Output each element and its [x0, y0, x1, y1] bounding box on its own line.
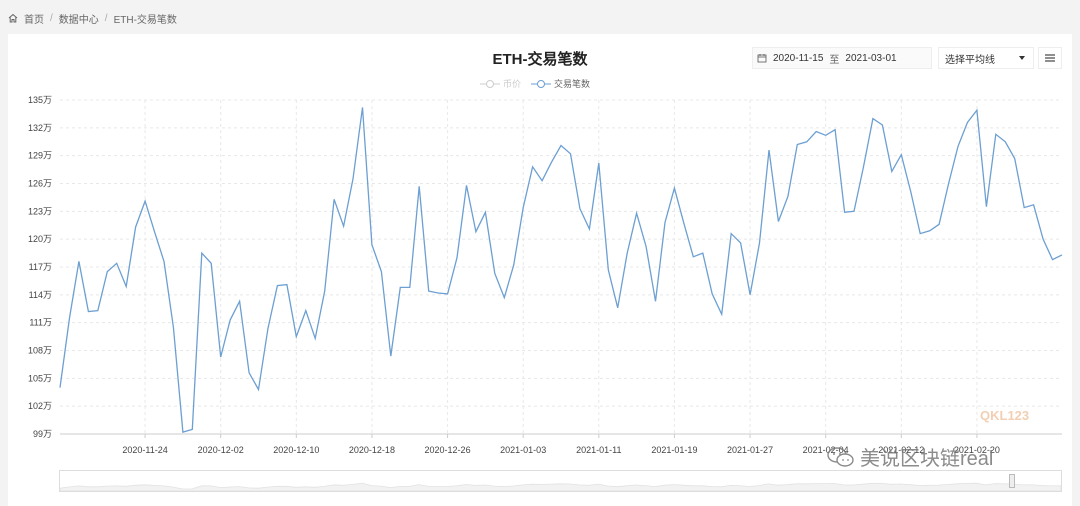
- chart-card: [8, 34, 1072, 506]
- x-tick-label: 2020-12-02: [198, 445, 244, 455]
- series-line-tx-count: [59, 107, 1063, 433]
- legend-label-price: 币价: [503, 79, 522, 89]
- breadcrumb: 首页 / 数据中心 / ETH-交易笔数: [8, 10, 177, 26]
- x-tick-label: 2020-12-26: [425, 445, 471, 455]
- x-tick-label: 2021-02-04: [803, 445, 849, 455]
- data-zoom-handle[interactable]: [1009, 474, 1015, 488]
- breadcrumb-data-center-link[interactable]: 数据中心: [58, 14, 99, 26]
- x-tick-label: 2021-02-12: [878, 445, 924, 455]
- x-tick-label: 2020-12-10: [273, 445, 319, 455]
- x-tick-label: 2021-01-19: [651, 445, 697, 455]
- y-tick-label: 117万: [29, 262, 52, 272]
- breadcrumb-separator: /: [104, 12, 108, 24]
- x-tick-label: 2020-11-24: [122, 445, 167, 455]
- qkl-logo-watermark: QKL123: [980, 408, 1030, 423]
- chart-menu-button[interactable]: [1038, 47, 1062, 69]
- y-tick-label: 114万: [29, 290, 52, 300]
- breadcrumb-current: ETH-交易笔数: [113, 14, 177, 26]
- home-icon: [8, 13, 18, 23]
- y-tick-label: 105万: [28, 373, 52, 383]
- y-tick-label: 135万: [28, 95, 52, 105]
- wechat-watermark-text: 美说区块链real: [860, 448, 994, 470]
- legend-item-tx-count[interactable]: 交易笔数: [531, 77, 590, 90]
- legend-line-icon: [480, 79, 500, 88]
- moving-average-select[interactable]: 选择平均线: [938, 47, 1034, 69]
- y-axis: 99万 102万 105万 108万 111万 114万 117万 120万 123万 126万 1…: [28, 95, 52, 439]
- breadcrumb-home-link[interactable]: 首页: [24, 14, 44, 26]
- x-tick-label: 2021-01-11: [576, 445, 621, 455]
- end-date-input[interactable]: 2021-03-01: [845, 52, 897, 64]
- wechat-watermark: 美说区块链real: [826, 442, 993, 471]
- y-tick-label: 120万: [28, 234, 52, 244]
- series-layer: [59, 107, 1063, 433]
- date-range-picker[interactable]: 2020-11-15 至 2021-03-01: [752, 47, 932, 69]
- data-zoom-preview: [59, 482, 1062, 492]
- calendar-icon: [757, 54, 767, 63]
- x-axis: 2020-11-24 2020-12-02 2020-12-10 2020-12-18…: [60, 433, 1062, 455]
- x-tick-label: 2021-01-27: [727, 445, 773, 455]
- y-tick-label: 132万: [28, 123, 52, 133]
- x-tick-label: 2021-01-03: [500, 445, 546, 455]
- moving-average-select-value: 选择平均线: [945, 54, 995, 66]
- chart-title: ETH-交易笔数: [492, 51, 588, 68]
- data-zoom-slider[interactable]: [59, 470, 1062, 492]
- x-tick-label: 2021-02-20: [954, 445, 1000, 455]
- wechat-icon: [827, 446, 854, 467]
- y-tick-label: 111万: [29, 318, 52, 328]
- legend-line-icon: [531, 79, 552, 88]
- y-tick-label: 108万: [28, 346, 52, 356]
- y-tick-label: 129万: [28, 151, 52, 161]
- x-tick-label: 2020-12-18: [349, 445, 395, 455]
- chart-grid: [60, 99, 1062, 434]
- date-range-separator: 至: [829, 54, 840, 66]
- y-tick-label: 123万: [28, 206, 52, 216]
- legend-label-tx-count: 交易笔数: [554, 79, 591, 89]
- chevron-down-icon: [1019, 56, 1025, 60]
- y-tick-label: 126万: [28, 179, 52, 189]
- menu-icon: [1045, 54, 1055, 62]
- legend-item-price[interactable]: 币价: [480, 77, 521, 90]
- breadcrumb-separator: /: [50, 12, 53, 24]
- y-tick-label: 102万: [28, 401, 52, 411]
- y-tick-label: 99万: [33, 429, 52, 439]
- start-date-input[interactable]: 2020-11-15: [773, 52, 824, 64]
- chart-legend: 币价 交易笔数: [480, 77, 590, 90]
